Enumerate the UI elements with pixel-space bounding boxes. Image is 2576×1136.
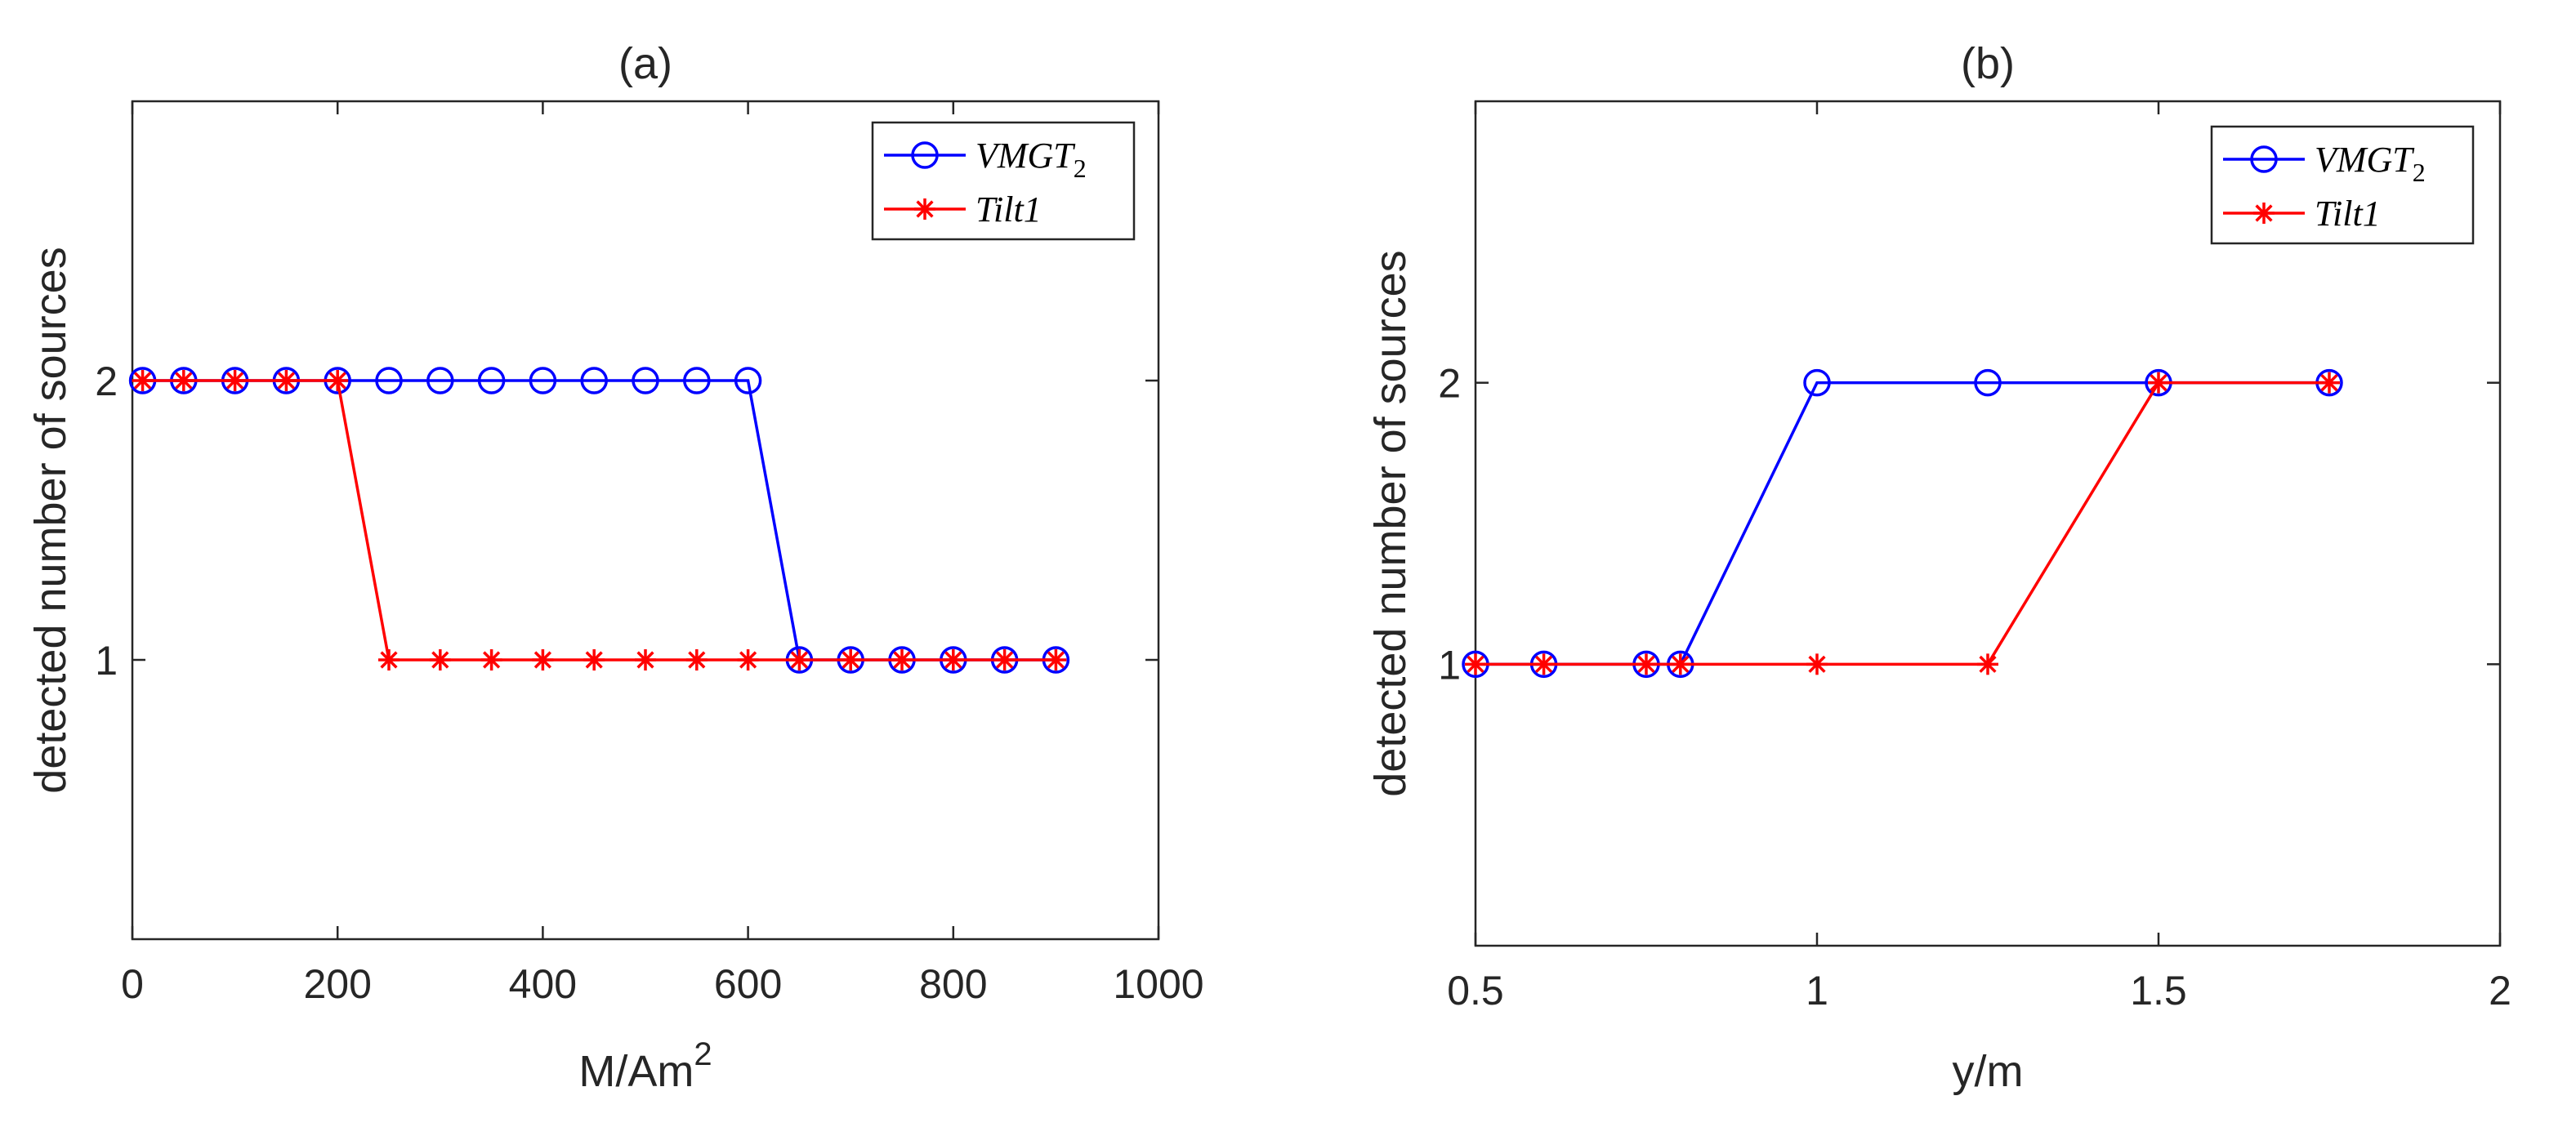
y-axis-title: detected number of sources (26, 247, 75, 793)
panel-b: 0.5 1 1.5 2 1 2 (b) y/m detected number of sourc… (1366, 39, 2511, 1096)
x-tick-label: 0.5 (1447, 968, 1504, 1013)
data-point (172, 370, 194, 391)
x-tick-label: 200 (303, 961, 371, 1007)
data-point (1465, 653, 1486, 675)
data-point (429, 649, 451, 670)
y-tick-label: 2 (95, 359, 118, 404)
y-tick-label: 1 (95, 638, 118, 684)
data-point (1803, 368, 1831, 397)
data-point (993, 649, 1016, 670)
legend-label: VMGT2 (975, 136, 1087, 183)
data-point (583, 649, 605, 670)
y-axis-title: detected number of sources (1366, 250, 1415, 796)
x-axis-title: M/Am2 (578, 1036, 712, 1096)
data-point (1977, 653, 1998, 675)
x-tick-label: 0 (121, 961, 144, 1007)
legend-box (871, 121, 1136, 241)
legend-marker (914, 198, 935, 220)
x-axis-title: y/m (1953, 1047, 2024, 1096)
data-point (737, 649, 759, 670)
data-point (840, 649, 862, 670)
data-point (132, 370, 154, 391)
data-point (891, 649, 913, 670)
legend-label: Tilt1 (2315, 194, 2381, 234)
legend-label: VMGT2 (2315, 140, 2426, 187)
data-point (685, 649, 708, 670)
x-tick-label: 800 (919, 961, 987, 1007)
data-point (942, 649, 964, 670)
panel-a: 0 200 400 600 800 1000 1 2 (a) M/Am2 detected numb… (26, 39, 1204, 1096)
y-tick-label: 2 (1438, 361, 1461, 407)
series-line (1476, 381, 2329, 666)
legend-item: Tilt1 (2223, 194, 2381, 234)
legend-box (2210, 125, 2475, 245)
data-point (635, 649, 656, 670)
data-point (1669, 653, 1691, 675)
data-point (1533, 653, 1555, 675)
legend-item: Tilt1 (884, 189, 1042, 229)
panel-title-a: (a) (618, 39, 672, 88)
x-tick-label: 600 (714, 961, 782, 1007)
data-point (477, 367, 506, 394)
data-point (1974, 368, 2002, 397)
legend-marker (2253, 203, 2275, 224)
series-tilt1 (1465, 372, 2340, 675)
x-tick-label: 1000 (1113, 961, 1203, 1007)
data-point (734, 367, 762, 394)
panel-title-b: (b) (1961, 39, 2015, 88)
legend: VMGT2 Tilt1 (2210, 125, 2475, 245)
data-point (632, 367, 659, 394)
data-point (1045, 649, 1067, 670)
x-tick-label: 400 (509, 961, 577, 1007)
x-tick-label: 2 (2489, 968, 2511, 1013)
data-point (2148, 372, 2169, 394)
data-point (426, 367, 454, 394)
data-point (683, 367, 711, 394)
data-point (529, 367, 557, 394)
legend-item: VMGT2 (884, 136, 1087, 183)
data-point (1636, 653, 1657, 675)
data-point (2319, 372, 2340, 394)
data-point (375, 367, 403, 394)
data-point (378, 649, 400, 670)
x-tick-label: 1 (1806, 968, 1828, 1013)
data-point (532, 649, 554, 670)
data-point (1806, 653, 1828, 675)
legend-label: Tilt1 (975, 189, 1042, 229)
data-point (580, 367, 608, 394)
y-tick-label: 1 (1438, 642, 1461, 688)
legend-marker (2250, 145, 2278, 173)
legend: VMGT2 Tilt1 (871, 121, 1136, 241)
data-point (275, 370, 297, 391)
data-point (480, 649, 502, 670)
axes-box (131, 100, 1160, 941)
x-tick-label: 1.5 (2130, 968, 2187, 1013)
series-tilt1 (132, 370, 1067, 670)
legend-marker (911, 141, 939, 169)
data-point (327, 370, 349, 391)
legend-item: VMGT2 (2223, 140, 2426, 187)
data-point (788, 649, 810, 670)
data-point (224, 370, 246, 391)
